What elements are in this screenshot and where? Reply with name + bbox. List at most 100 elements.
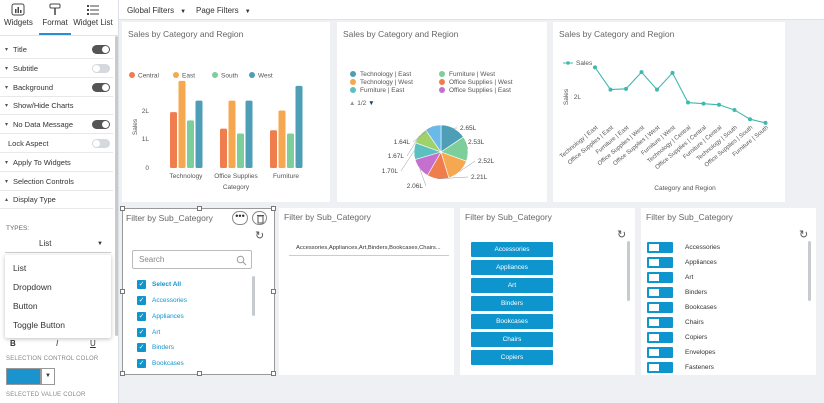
bar[interactable] xyxy=(270,130,277,168)
panel-row[interactable]: Lock Aspect xyxy=(0,134,113,153)
data-point[interactable] xyxy=(608,87,613,92)
refresh-icon[interactable]: ↻ xyxy=(617,229,627,241)
bar[interactable] xyxy=(228,100,236,168)
toggle-switch[interactable] xyxy=(92,82,110,92)
display-type-select[interactable]: List ▼ xyxy=(5,236,111,253)
legend-item[interactable]: South xyxy=(212,72,238,80)
line-chart-widget[interactable]: Sales by Category and Region Sales Sales 2… xyxy=(553,22,785,202)
resize-handle[interactable] xyxy=(271,371,276,376)
pie-chart-widget[interactable]: Sales by Category and Region Technology … xyxy=(337,22,547,202)
filter-dropdown-widget[interactable]: Filter by Sub_Category Accessories,Appli… xyxy=(279,208,454,375)
tab-format[interactable]: Format xyxy=(38,3,72,27)
toggle-switch[interactable] xyxy=(647,362,673,373)
resize-handle[interactable] xyxy=(120,206,125,211)
legend-pager[interactable]: ▲ 1/2 ▼ xyxy=(349,100,375,107)
resize-handle[interactable] xyxy=(197,371,202,376)
selection-control-color-swatch[interactable] xyxy=(6,368,41,385)
delete-icon[interactable] xyxy=(252,211,267,225)
toggle-switch[interactable] xyxy=(92,63,110,73)
italic-button[interactable]: I xyxy=(56,339,59,348)
legend-item[interactable]: Sales xyxy=(563,60,593,67)
panel-scrollbar[interactable] xyxy=(115,36,118,336)
data-point[interactable] xyxy=(732,107,737,112)
search-input[interactable]: Search xyxy=(132,250,252,269)
bar[interactable] xyxy=(220,128,227,168)
menu-item-toggle-button[interactable]: Toggle Button xyxy=(13,320,65,330)
data-point[interactable] xyxy=(655,87,659,92)
toggle-item[interactable]: Accessories xyxy=(647,242,767,254)
legend-item[interactable]: West xyxy=(249,72,273,80)
bar[interactable] xyxy=(187,120,194,168)
tab-widgets[interactable]: Widgets xyxy=(4,3,33,27)
filter-list-widget[interactable]: Filter by Sub_Category ••• ↻ Search ✓ Sel… xyxy=(120,206,276,376)
toggle-item[interactable]: Envelopes xyxy=(647,347,767,359)
bar[interactable] xyxy=(237,133,244,168)
refresh-icon[interactable]: ↻ xyxy=(255,230,265,242)
tab-widget-list[interactable]: Widget List xyxy=(70,3,116,27)
bar[interactable] xyxy=(295,85,303,168)
data-point[interactable] xyxy=(701,101,706,106)
toggle-switch[interactable] xyxy=(92,45,110,54)
toggle-item[interactable]: Fasteners xyxy=(647,362,767,374)
toggle-switch[interactable] xyxy=(647,242,673,253)
filter-button[interactable]: Copiers xyxy=(471,350,553,365)
panel-row[interactable]: ▾ Background xyxy=(0,78,113,97)
legend-item[interactable]: Technology | West xyxy=(350,79,413,86)
toggle-switch[interactable] xyxy=(647,272,673,283)
toggle-item[interactable]: Chairs xyxy=(647,317,767,329)
resize-handle[interactable] xyxy=(271,206,276,211)
toggle-switch[interactable] xyxy=(647,287,673,298)
toggle-switch[interactable] xyxy=(647,332,673,343)
filter-button[interactable]: Bookcases xyxy=(471,314,553,329)
toggle-switch[interactable] xyxy=(647,257,673,268)
bold-button[interactable]: B xyxy=(10,339,16,348)
toggle-switch[interactable] xyxy=(647,302,673,313)
color-picker-dropdown[interactable]: ▼ xyxy=(41,368,55,385)
legend-item[interactable]: East xyxy=(173,72,195,80)
bar[interactable] xyxy=(178,80,186,168)
panel-row[interactable]: ▴ Display Type xyxy=(0,190,113,210)
resize-handle[interactable] xyxy=(197,206,202,211)
page-filters-button[interactable]: Page Filters ▼ xyxy=(196,6,251,15)
toggle-switch[interactable] xyxy=(92,120,110,130)
toggle-switch[interactable] xyxy=(647,317,673,328)
bar[interactable] xyxy=(278,110,286,168)
data-point[interactable] xyxy=(670,70,675,75)
legend-item[interactable]: Furniture | East xyxy=(350,87,404,94)
legend-item[interactable]: Office Supplies | West xyxy=(439,79,513,86)
toggle-item[interactable]: Copiers xyxy=(647,332,767,344)
toggle-item[interactable]: Appliances xyxy=(647,257,767,269)
menu-item-dropdown[interactable]: Dropdown xyxy=(13,282,52,292)
toggle-switch[interactable] xyxy=(647,347,673,358)
filter-button[interactable]: Art xyxy=(471,278,553,293)
toggle-switch[interactable] xyxy=(92,139,110,148)
data-point[interactable] xyxy=(763,120,768,125)
toggle-item[interactable]: Binders xyxy=(647,287,767,299)
legend-item[interactable]: Furniture | West xyxy=(439,71,495,78)
data-point[interactable] xyxy=(686,100,690,105)
menu-item-list[interactable]: List xyxy=(13,263,27,273)
underline-button[interactable]: U xyxy=(90,339,96,348)
toggle-item[interactable]: Art xyxy=(647,272,767,284)
filter-button[interactable]: Accessories xyxy=(471,242,553,257)
bar-chart-widget[interactable]: Sales by Category and Region Central East… xyxy=(122,22,330,202)
list-scrollbar[interactable] xyxy=(252,276,255,316)
bar[interactable] xyxy=(195,100,203,168)
bar[interactable] xyxy=(287,133,294,168)
legend-item[interactable]: Office Supplies | East xyxy=(439,87,511,94)
resize-handle[interactable] xyxy=(120,289,125,294)
pager-next-icon[interactable]: ▼ xyxy=(368,100,375,107)
refresh-icon[interactable]: ↻ xyxy=(799,229,809,241)
pager-prev-icon[interactable]: ▲ xyxy=(349,100,356,107)
filter-button[interactable]: Chairs xyxy=(471,332,553,347)
menu-item-button[interactable]: Button xyxy=(13,301,38,311)
global-filters-button[interactable]: Global Filters ▼ xyxy=(127,6,186,15)
resize-handle[interactable] xyxy=(120,371,125,376)
data-point[interactable] xyxy=(639,70,644,75)
data-point[interactable] xyxy=(624,86,628,91)
toggle-item[interactable]: Bookcases xyxy=(647,302,767,314)
multi-select-dropdown[interactable]: Accessories,Appliances,Art,Binders,Bookc… xyxy=(289,242,449,256)
panel-row[interactable]: ▾ Subtitle xyxy=(0,59,113,78)
filter-button[interactable]: Appliances xyxy=(471,260,553,275)
bar[interactable] xyxy=(170,112,177,168)
